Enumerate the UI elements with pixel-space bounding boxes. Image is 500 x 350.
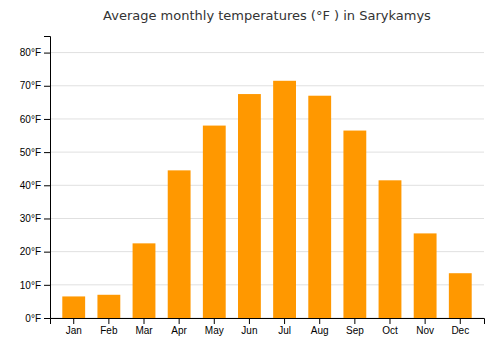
tick-mark [108,318,109,324]
tick-label: 0°F [25,313,41,324]
bar [343,131,366,318]
tick: 40°F [20,180,50,191]
tick: Sep [346,318,364,336]
tick-mark [73,318,74,324]
tick-mark [44,285,50,286]
grid-line [50,152,484,153]
tick: Dec [451,318,469,336]
tick: 0°F [25,313,50,324]
tick-label: Mar [135,325,153,336]
tick-label: Jun [241,325,257,336]
grid-line [50,118,484,119]
grid-line [50,185,484,186]
tick: Aug [311,318,329,336]
tick-label: Jan [66,325,82,336]
tick-mark [460,318,461,324]
tick: Oct [382,318,398,336]
tick-mark [44,218,50,219]
tick-label: Oct [382,325,398,336]
tick: 30°F [20,213,50,224]
tick: Mar [135,318,153,336]
bar [133,243,156,318]
grid [50,53,484,318]
tick-label: 20°F [20,246,41,257]
tick-label: Nov [416,325,434,336]
tick-mark [44,185,50,186]
tick-mark [44,318,50,319]
chart: Jan Feb Mar Apr May Jun Jul Aug Sep Oct Nov Dec 0°F 1… [0,0,500,350]
axis-line [51,319,485,325]
bar [273,81,296,318]
tick: 10°F [20,280,50,291]
tick-mark [44,86,50,87]
tick-label: 60°F [20,114,41,125]
tick: 60°F [20,114,50,125]
tick-mark [214,318,215,324]
bar [203,126,226,318]
bar [414,233,437,318]
tick: Apr [171,318,187,336]
tick-label: Jul [278,325,291,336]
tick: 50°F [20,147,50,158]
tick-label: 70°F [20,80,41,91]
bar [379,180,402,318]
grid-line [50,85,484,86]
tick-label: 30°F [20,213,41,224]
tick-label: Sep [346,325,364,336]
tick-mark [354,318,355,324]
tick-label: May [205,325,224,336]
axis-line [44,37,51,319]
tick: 80°F [20,47,50,58]
bar [97,295,120,318]
bar [238,94,261,318]
tick: 70°F [20,80,50,91]
bar [168,170,191,318]
grid-line [50,52,484,53]
tick-mark [44,152,50,153]
tick-label: Dec [451,325,469,336]
tick-mark [389,318,390,324]
tick: 20°F [20,246,50,257]
y-axis: 0°F 10°F 20°F 30°F 40°F 50°F 60°F 70°F 80°F [20,37,51,324]
tick: Feb [100,318,118,336]
tick: Jun [241,318,257,336]
tick-mark [144,318,145,324]
tick: May [205,318,224,336]
grid-line [50,218,484,219]
bar [449,273,472,318]
tick-label: 40°F [20,180,41,191]
x-axis: Jan Feb Mar Apr May Jun Jul Aug Sep Oct Nov Dec [51,318,485,336]
tick-mark [249,318,250,324]
bars [62,81,471,318]
title: Average monthly temperatures (°F ) in Sa… [103,8,431,23]
tick-mark [319,318,320,324]
tick: Nov [416,318,434,336]
tick: Jan [66,318,82,336]
tick-label: Feb [100,325,118,336]
tick-label: 10°F [20,280,41,291]
tick-mark [44,53,50,54]
tick-label: Aug [311,325,329,336]
bar [308,96,331,318]
tick-mark [44,252,50,253]
bar [62,296,85,318]
tick-label: 80°F [20,47,41,58]
tick: Jul [278,318,291,336]
tick-mark [425,318,426,324]
tick-mark [44,119,50,120]
tick-mark [179,318,180,324]
tick-label: 50°F [20,147,41,158]
tick-label: Apr [171,325,187,336]
tick-mark [284,318,285,324]
